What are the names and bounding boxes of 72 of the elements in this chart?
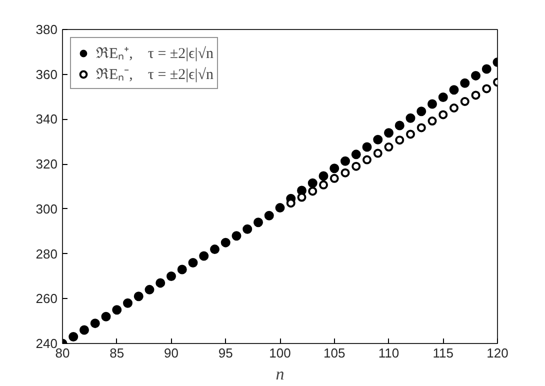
x-tick-label: 120 (486, 346, 508, 360)
x-tick-label: 105 (324, 346, 346, 360)
point (330, 174, 339, 183)
point (254, 218, 263, 228)
point (416, 123, 426, 132)
point (90, 318, 100, 328)
point (438, 110, 448, 120)
y-tick-label: 380 (36, 22, 58, 37)
y-tick-label: 320 (36, 156, 58, 172)
point (101, 312, 111, 322)
point (275, 203, 285, 213)
legend-label: ℜEₙ⁺, τ = ±2|ϵ|√n (96, 45, 214, 63)
point (449, 85, 459, 95)
point (471, 70, 480, 80)
point (373, 134, 383, 144)
point (482, 84, 492, 94)
point (199, 251, 209, 261)
y-tick-label: 360 (36, 66, 58, 82)
point (220, 238, 230, 248)
point (166, 271, 176, 281)
x-tick-label: 90 (164, 346, 178, 360)
point (112, 305, 122, 315)
point (362, 155, 372, 164)
point (460, 97, 470, 106)
point (384, 142, 394, 152)
point (460, 78, 470, 88)
point (68, 332, 78, 342)
x-axis-title: n (276, 364, 284, 384)
point (177, 264, 187, 274)
y-tick-label: 260 (36, 291, 58, 306)
point (395, 136, 404, 145)
point (450, 104, 458, 112)
point (330, 164, 340, 174)
point (373, 148, 382, 158)
point (319, 180, 328, 190)
x-tick-label: 95 (218, 346, 233, 360)
point (471, 90, 480, 100)
point (156, 278, 166, 288)
legend-label: ℜEₙ⁻, τ = ±2|ϵ|√n (96, 66, 214, 84)
point (188, 258, 198, 268)
point (428, 99, 437, 109)
point (406, 113, 416, 123)
point (384, 128, 394, 138)
point (264, 210, 274, 220)
point (134, 292, 144, 302)
point (242, 224, 252, 234)
point (351, 150, 361, 160)
point (416, 106, 426, 116)
x-tick-label: 85 (110, 346, 124, 360)
point (210, 244, 220, 254)
point (80, 325, 89, 335)
point (438, 92, 448, 102)
point (406, 130, 415, 139)
point (340, 168, 350, 178)
y-tick-label: 280 (36, 246, 58, 262)
point (352, 162, 361, 171)
point (482, 64, 492, 74)
point (308, 186, 318, 196)
x-tick-label: 100 (269, 346, 291, 360)
x-tick-label: 110 (378, 346, 400, 360)
point (144, 284, 154, 294)
point (318, 171, 328, 181)
y-tick-label: 340 (36, 112, 58, 127)
x-tick-label: 115 (432, 346, 454, 360)
point (394, 120, 404, 130)
y-tick-label: 300 (36, 201, 58, 216)
point (308, 178, 318, 188)
point (362, 142, 372, 152)
point (232, 231, 242, 241)
point (123, 298, 132, 308)
point (428, 116, 437, 126)
point (340, 156, 350, 166)
